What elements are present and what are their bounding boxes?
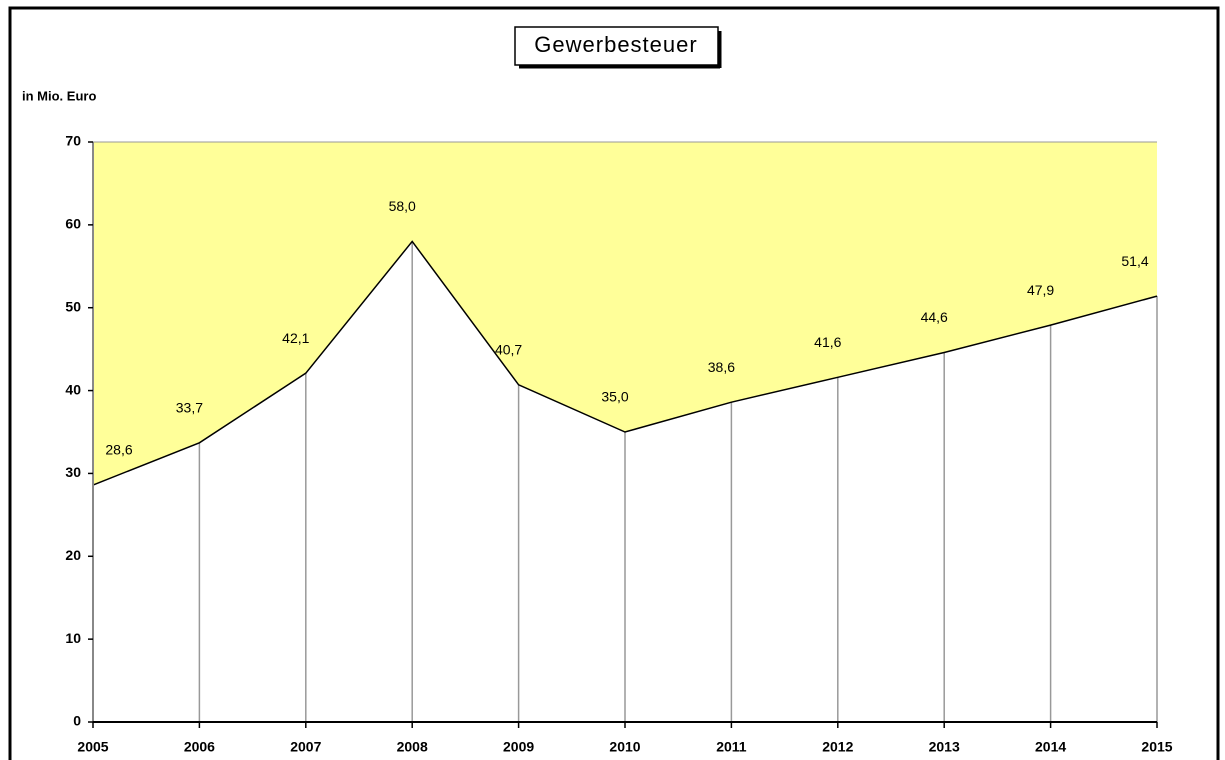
y-tick-label: 70 xyxy=(65,133,81,149)
chart-frame xyxy=(8,6,1220,760)
data-label: 51,4 xyxy=(1121,253,1148,269)
area-fill xyxy=(93,142,1157,486)
data-label: 33,7 xyxy=(176,399,203,415)
y-tick-label: 60 xyxy=(65,216,81,232)
data-label: 28,6 xyxy=(105,442,132,458)
x-tick-label: 2010 xyxy=(609,739,640,755)
data-label: 44,6 xyxy=(921,309,948,325)
y-tick-label: 10 xyxy=(65,630,81,646)
x-tick-label: 2006 xyxy=(184,739,215,755)
x-tick-label: 2009 xyxy=(503,739,534,755)
y-axis-label: in Mio. Euro xyxy=(22,88,96,103)
x-tick-label: 2005 xyxy=(77,739,108,755)
x-tick-label: 2013 xyxy=(929,739,960,755)
data-label: 47,9 xyxy=(1027,282,1054,298)
data-label: 42,1 xyxy=(282,330,309,346)
y-tick-label: 20 xyxy=(65,547,81,563)
x-tick-label: 2011 xyxy=(716,739,747,755)
data-label: 58,0 xyxy=(389,198,416,214)
data-label: 41,6 xyxy=(814,334,841,350)
data-label: 38,6 xyxy=(708,359,735,375)
x-tick-label: 2012 xyxy=(822,739,853,755)
title-box xyxy=(514,26,719,66)
x-tick-label: 2007 xyxy=(290,739,321,755)
x-tick-label: 2015 xyxy=(1141,739,1172,755)
y-tick-label: 40 xyxy=(65,381,81,397)
x-tick-label: 2008 xyxy=(397,739,428,755)
data-label: 35,0 xyxy=(601,389,628,405)
chart-title: Gewerbesteuer xyxy=(534,32,697,57)
y-tick-label: 50 xyxy=(65,298,81,314)
data-label: 40,7 xyxy=(495,341,522,357)
x-tick-label: 2014 xyxy=(1035,739,1066,755)
data-line xyxy=(92,240,1158,486)
y-tick-label: 0 xyxy=(73,713,81,729)
y-tick-label: 30 xyxy=(65,464,81,480)
